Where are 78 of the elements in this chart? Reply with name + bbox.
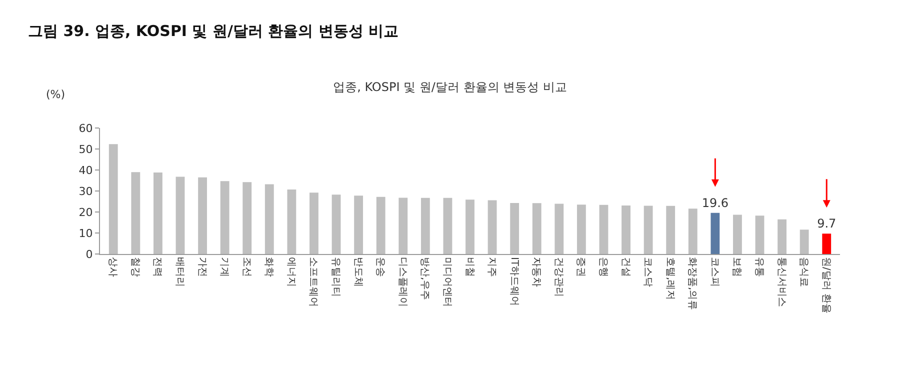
bar <box>688 208 698 254</box>
bar <box>332 194 341 254</box>
bar <box>220 181 230 254</box>
x-tick-label: 에너지 <box>285 257 296 287</box>
x-tick-label: 통신서비스 <box>776 257 787 307</box>
x-tick-label: 소프트웨어 <box>308 257 319 307</box>
chart-title: 그림 39. 업종, KOSPI 및 원/달러 환율의 변동성 비교 <box>28 22 870 51</box>
x-tick-label: 비철 <box>464 257 475 277</box>
x-tick-label: 지주 <box>486 257 498 277</box>
x-tick-label: 건설 <box>620 257 631 277</box>
bar <box>488 200 497 254</box>
bar <box>287 190 296 254</box>
y-tick-label: 30 <box>78 184 93 198</box>
x-tick-label: 미디어엔터 <box>441 257 452 307</box>
x-tick-label: 철강 <box>129 257 140 277</box>
y-tick-label: 20 <box>78 206 93 219</box>
x-tick-label: 호텔,레저 <box>664 257 676 300</box>
x-tick-label: 전력 <box>152 257 163 277</box>
bar <box>576 204 586 254</box>
x-tick-label: 디스플레이 <box>396 257 408 307</box>
x-tick-label: 방산,우주 <box>419 257 430 300</box>
bar <box>800 230 809 254</box>
x-tick-label: 원/달러 환율 <box>820 257 832 314</box>
bar <box>710 212 720 254</box>
bar <box>153 172 162 254</box>
x-tick-label: 코스닥 <box>642 257 654 287</box>
bar <box>532 203 542 254</box>
bar <box>755 216 764 254</box>
bar <box>510 202 520 254</box>
x-tick-label: IT하드웨어 <box>508 257 520 306</box>
bar <box>599 204 608 254</box>
bar <box>443 198 452 254</box>
bar <box>108 144 118 254</box>
bar <box>644 206 653 254</box>
data-label: 19.6 <box>702 196 729 210</box>
y-tick-label: 50 <box>78 142 93 156</box>
x-tick-label: 배터리 <box>174 257 185 287</box>
bar <box>666 206 676 254</box>
bar <box>242 182 252 254</box>
x-tick-label: 보험 <box>731 257 742 277</box>
bar <box>778 219 787 254</box>
bar <box>398 198 408 254</box>
x-tick-label: 화장품,의류 <box>686 257 698 310</box>
x-tick-label: 기계 <box>218 257 230 277</box>
y-tick-label: 0 <box>86 248 93 261</box>
bar <box>198 177 207 254</box>
y-tick-label: 10 <box>78 226 93 240</box>
bar <box>622 205 630 254</box>
bar <box>376 196 386 254</box>
chart-subtitle: 업종, KOSPI 및 원/달러 환율의 변동성 비교 <box>333 80 567 94</box>
bar <box>466 200 474 254</box>
x-tick-label: 운송 <box>374 257 386 277</box>
x-tick-label: 조선 <box>240 257 252 277</box>
bar <box>176 176 185 254</box>
bar <box>554 204 564 254</box>
y-tick-label: 60 <box>78 122 93 135</box>
bar <box>310 192 318 254</box>
x-tick-label: 상사 <box>107 257 118 277</box>
x-tick-label: 은행 <box>597 257 608 277</box>
bar <box>733 214 742 254</box>
x-tick-label: 유통 <box>754 257 765 277</box>
y-tick-label: 40 <box>78 164 93 177</box>
x-tick-label: 화학 <box>263 257 274 277</box>
x-tick-label: 건강관리 <box>552 257 564 297</box>
x-tick-label: 유틸리티 <box>330 257 342 297</box>
y-axis-title: (%) <box>46 88 66 101</box>
bar <box>264 184 274 254</box>
x-tick-label: 가전 <box>196 257 208 277</box>
data-label: 9.7 <box>817 216 836 231</box>
x-tick-label: 증권 <box>575 257 586 277</box>
bar <box>354 196 364 254</box>
x-tick-label: 자동차 <box>530 257 542 287</box>
bar <box>822 234 832 254</box>
x-tick-label: 반도체 <box>352 257 364 287</box>
x-tick-label: 음식료 <box>798 257 810 287</box>
x-tick-label: 코스피 <box>708 257 720 287</box>
bar <box>131 172 140 254</box>
bar <box>420 198 430 254</box>
